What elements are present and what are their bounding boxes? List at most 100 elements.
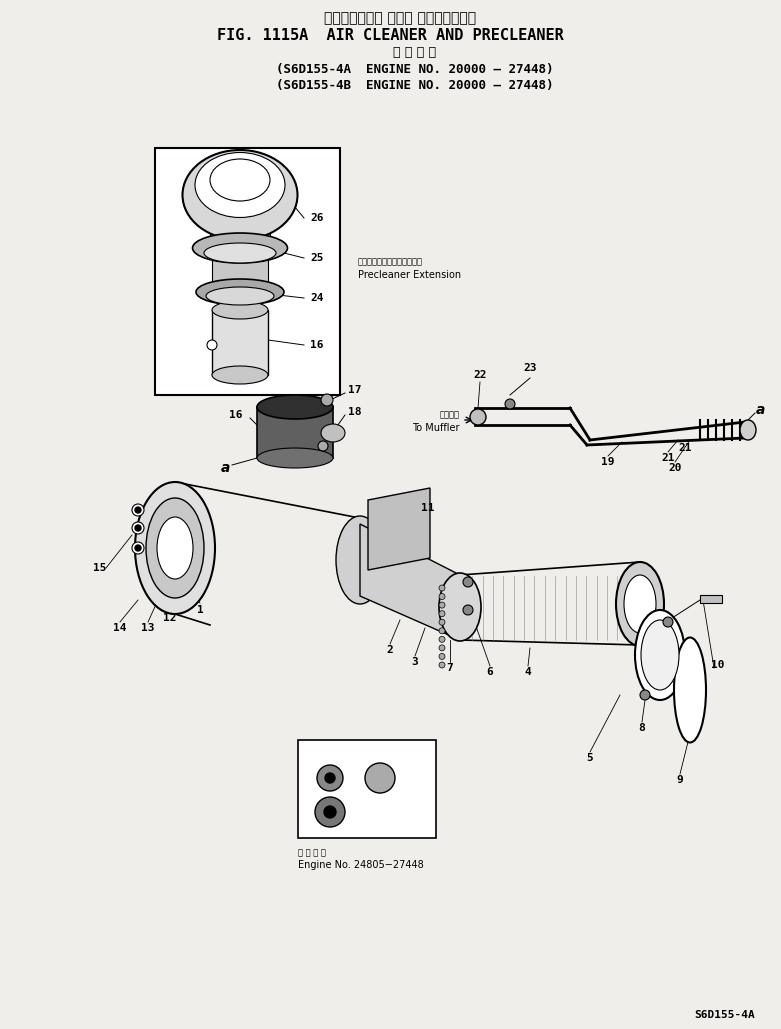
Text: 注 用 号 機: 注 用 号 機: [298, 848, 326, 857]
Bar: [700, 595, 722, 603]
Circle shape: [324, 806, 336, 818]
Text: 21: 21: [678, 443, 692, 453]
Text: To Muffler: To Muffler: [412, 423, 460, 433]
Ellipse shape: [212, 366, 268, 384]
Ellipse shape: [210, 159, 270, 201]
Ellipse shape: [146, 498, 204, 598]
Circle shape: [439, 602, 445, 608]
Bar: [212, 260, 268, 292]
Text: 6: 6: [487, 667, 494, 677]
Ellipse shape: [157, 517, 193, 579]
Circle shape: [439, 619, 445, 626]
Text: Precleaner Extension: Precleaner Extension: [358, 270, 461, 280]
Circle shape: [135, 545, 141, 551]
Bar: [155, 148, 340, 395]
Circle shape: [439, 610, 445, 616]
Text: FIG. 1115A  AIR CLEANER AND PRECLEANER: FIG. 1115A AIR CLEANER AND PRECLEANER: [216, 29, 563, 43]
Circle shape: [439, 636, 445, 642]
Circle shape: [439, 662, 445, 668]
Ellipse shape: [135, 482, 215, 614]
Circle shape: [135, 525, 141, 531]
Text: 24: 24: [310, 293, 323, 303]
Text: 7: 7: [375, 753, 381, 762]
Text: 7A: 7A: [298, 807, 310, 817]
Text: 13: 13: [141, 623, 155, 633]
Circle shape: [318, 441, 328, 451]
Bar: [257, 407, 333, 458]
Text: 21: 21: [662, 453, 675, 463]
Text: 9: 9: [676, 775, 683, 785]
Ellipse shape: [192, 233, 287, 263]
Text: 16: 16: [229, 410, 242, 420]
Text: 適 用 号 機: 適 用 号 機: [394, 46, 437, 60]
Ellipse shape: [212, 301, 268, 319]
Ellipse shape: [635, 610, 685, 700]
Text: S6D155-4A: S6D155-4A: [694, 1010, 755, 1020]
Circle shape: [439, 645, 445, 651]
Circle shape: [132, 504, 144, 516]
Circle shape: [439, 653, 445, 660]
Text: エアークリーナ および プリクリーナ・: エアークリーナ および プリクリーナ・: [324, 11, 476, 25]
Text: 23: 23: [523, 363, 537, 372]
Text: 26: 26: [310, 213, 323, 223]
Polygon shape: [368, 488, 430, 570]
Text: 1: 1: [197, 605, 203, 615]
Text: 8: 8: [639, 723, 645, 733]
Circle shape: [663, 617, 673, 627]
Circle shape: [439, 586, 445, 591]
Text: Engine No. 24805−27448: Engine No. 24805−27448: [298, 860, 424, 870]
Text: 20: 20: [669, 463, 682, 473]
Text: 4: 4: [525, 667, 531, 677]
Text: a: a: [220, 461, 230, 475]
Circle shape: [325, 773, 335, 783]
Ellipse shape: [616, 562, 664, 646]
Ellipse shape: [183, 150, 298, 240]
Text: 3: 3: [412, 657, 419, 667]
Circle shape: [317, 765, 343, 791]
Ellipse shape: [641, 620, 679, 690]
Text: 3: 3: [327, 753, 333, 762]
Ellipse shape: [257, 448, 333, 468]
Ellipse shape: [206, 287, 274, 305]
Circle shape: [135, 507, 141, 513]
Circle shape: [463, 577, 473, 587]
Ellipse shape: [439, 573, 481, 641]
Ellipse shape: [257, 395, 333, 419]
Ellipse shape: [674, 638, 706, 743]
Ellipse shape: [321, 424, 345, 442]
Text: 22: 22: [473, 370, 487, 380]
Text: プクリーナエクステンション: プクリーナエクステンション: [358, 257, 423, 267]
Text: 7: 7: [447, 663, 454, 673]
Text: 18: 18: [348, 407, 362, 417]
Text: 16: 16: [310, 340, 323, 350]
Circle shape: [132, 542, 144, 554]
Ellipse shape: [195, 152, 285, 217]
Text: 15: 15: [93, 563, 107, 573]
Bar: [212, 310, 268, 375]
Circle shape: [365, 762, 395, 793]
Text: 19: 19: [601, 457, 615, 467]
Text: 11: 11: [421, 503, 435, 513]
Text: a: a: [755, 403, 765, 417]
Text: マフラヘ: マフラヘ: [440, 411, 460, 420]
Circle shape: [640, 690, 650, 700]
Circle shape: [207, 340, 217, 350]
Circle shape: [505, 399, 515, 409]
Ellipse shape: [204, 243, 276, 263]
Text: (S6D155-4B  ENGINE NO. 20000 – 27448): (S6D155-4B ENGINE NO. 20000 – 27448): [276, 79, 554, 93]
Circle shape: [439, 628, 445, 634]
Circle shape: [321, 394, 333, 406]
Bar: [210, 220, 270, 248]
Text: 14: 14: [113, 623, 127, 633]
Text: 10: 10: [711, 660, 725, 670]
Circle shape: [470, 409, 486, 425]
Polygon shape: [360, 524, 460, 640]
Ellipse shape: [336, 516, 384, 604]
Text: 25: 25: [310, 253, 323, 263]
Text: 12: 12: [163, 613, 177, 623]
Text: 17: 17: [348, 385, 362, 395]
Text: (S6D155-4A  ENGINE NO. 20000 – 27448): (S6D155-4A ENGINE NO. 20000 – 27448): [276, 63, 554, 75]
Ellipse shape: [740, 420, 756, 440]
Ellipse shape: [196, 279, 284, 305]
Text: 2: 2: [387, 645, 394, 655]
